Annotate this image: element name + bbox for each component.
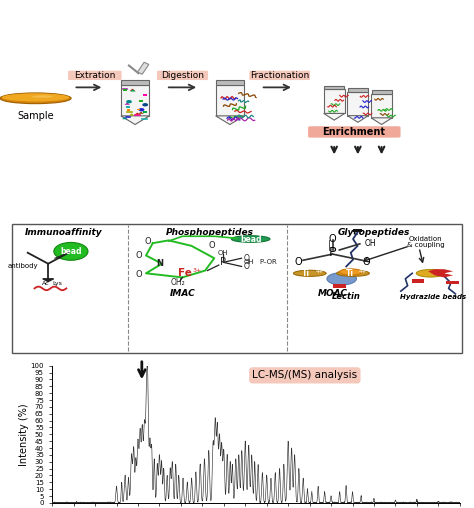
Text: & coupling: & coupling xyxy=(407,241,445,247)
Text: antibody: antibody xyxy=(8,264,38,269)
Text: IMAC: IMAC xyxy=(170,290,195,298)
Polygon shape xyxy=(324,113,345,120)
Text: Phosphopeptides: Phosphopeptides xyxy=(166,228,254,237)
Ellipse shape xyxy=(54,242,88,260)
FancyBboxPatch shape xyxy=(371,93,392,118)
Text: O: O xyxy=(145,237,152,246)
FancyBboxPatch shape xyxy=(353,230,362,232)
Ellipse shape xyxy=(0,93,71,104)
Polygon shape xyxy=(124,103,130,105)
Text: bead: bead xyxy=(240,235,261,243)
Text: O: O xyxy=(136,270,143,279)
Polygon shape xyxy=(121,80,149,85)
FancyBboxPatch shape xyxy=(333,284,346,289)
Text: MOAC: MOAC xyxy=(318,290,347,298)
Polygon shape xyxy=(43,279,54,281)
Text: O: O xyxy=(244,253,250,263)
Text: Ti: Ti xyxy=(346,269,354,278)
Text: 4+: 4+ xyxy=(316,269,324,274)
FancyBboxPatch shape xyxy=(121,85,149,116)
Text: OH₂: OH₂ xyxy=(171,278,185,288)
Ellipse shape xyxy=(339,269,362,275)
Text: O: O xyxy=(363,258,371,267)
FancyBboxPatch shape xyxy=(137,109,140,110)
Text: O: O xyxy=(295,258,302,267)
Polygon shape xyxy=(122,117,128,119)
Text: Sample: Sample xyxy=(17,111,54,121)
FancyBboxPatch shape xyxy=(123,89,127,91)
FancyBboxPatch shape xyxy=(157,71,208,80)
Text: LC-MS/(MS) analysis: LC-MS/(MS) analysis xyxy=(252,370,357,380)
FancyBboxPatch shape xyxy=(249,71,310,80)
Ellipse shape xyxy=(327,273,356,285)
Text: Oxidation: Oxidation xyxy=(409,236,443,242)
Polygon shape xyxy=(135,113,140,115)
Ellipse shape xyxy=(337,270,369,276)
FancyBboxPatch shape xyxy=(347,91,368,116)
Ellipse shape xyxy=(293,270,326,276)
Polygon shape xyxy=(137,62,149,74)
FancyBboxPatch shape xyxy=(12,224,462,353)
Polygon shape xyxy=(371,118,392,124)
Polygon shape xyxy=(130,89,136,91)
Text: Ti: Ti xyxy=(302,269,310,278)
FancyBboxPatch shape xyxy=(216,85,244,116)
Text: Fractionation: Fractionation xyxy=(250,71,309,80)
Text: Enrichment: Enrichment xyxy=(323,127,385,137)
Text: O: O xyxy=(209,241,215,250)
Ellipse shape xyxy=(2,93,69,102)
Text: Lectin: Lectin xyxy=(332,292,361,301)
Circle shape xyxy=(127,101,131,103)
Text: OH: OH xyxy=(365,239,376,247)
Text: Ac: Ac xyxy=(42,281,50,286)
Text: Extration: Extration xyxy=(74,71,116,80)
Text: P–OR: P–OR xyxy=(260,259,277,265)
Polygon shape xyxy=(348,88,368,91)
Text: 3+: 3+ xyxy=(192,268,201,273)
FancyBboxPatch shape xyxy=(68,71,122,80)
Polygon shape xyxy=(138,112,144,114)
Text: OH: OH xyxy=(218,250,228,256)
Text: OH: OH xyxy=(244,259,255,265)
FancyBboxPatch shape xyxy=(308,126,401,138)
FancyBboxPatch shape xyxy=(143,94,147,96)
Text: P: P xyxy=(220,258,227,267)
FancyBboxPatch shape xyxy=(127,106,130,108)
FancyBboxPatch shape xyxy=(127,109,130,111)
Text: O: O xyxy=(329,234,337,244)
Polygon shape xyxy=(216,116,244,124)
FancyBboxPatch shape xyxy=(324,89,345,113)
Polygon shape xyxy=(216,80,244,85)
FancyBboxPatch shape xyxy=(447,280,459,284)
Text: Digestion: Digestion xyxy=(161,71,204,80)
Text: Glycopeptides: Glycopeptides xyxy=(337,228,410,237)
Text: P: P xyxy=(329,246,337,259)
Polygon shape xyxy=(129,113,135,115)
Polygon shape xyxy=(324,86,344,89)
Ellipse shape xyxy=(416,270,445,277)
Ellipse shape xyxy=(231,236,270,242)
Text: Fe: Fe xyxy=(178,268,191,278)
Text: Immunoaffinity: Immunoaffinity xyxy=(25,228,103,237)
Polygon shape xyxy=(372,90,392,93)
Y-axis label: Intensity (%): Intensity (%) xyxy=(19,403,29,466)
Text: N: N xyxy=(156,259,163,268)
Polygon shape xyxy=(347,116,368,122)
Text: Lys: Lys xyxy=(52,281,62,286)
Ellipse shape xyxy=(32,96,53,98)
Polygon shape xyxy=(428,269,453,277)
Text: O: O xyxy=(244,262,250,271)
Polygon shape xyxy=(129,89,135,91)
Text: bead: bead xyxy=(60,247,82,256)
Text: Hydrazide beads: Hydrazide beads xyxy=(400,294,466,300)
FancyBboxPatch shape xyxy=(139,100,143,102)
FancyBboxPatch shape xyxy=(412,279,425,283)
Text: 4+: 4+ xyxy=(359,269,367,274)
Polygon shape xyxy=(121,116,149,124)
Circle shape xyxy=(143,104,147,106)
FancyBboxPatch shape xyxy=(143,111,147,113)
Circle shape xyxy=(139,109,144,111)
Text: O: O xyxy=(136,251,143,260)
